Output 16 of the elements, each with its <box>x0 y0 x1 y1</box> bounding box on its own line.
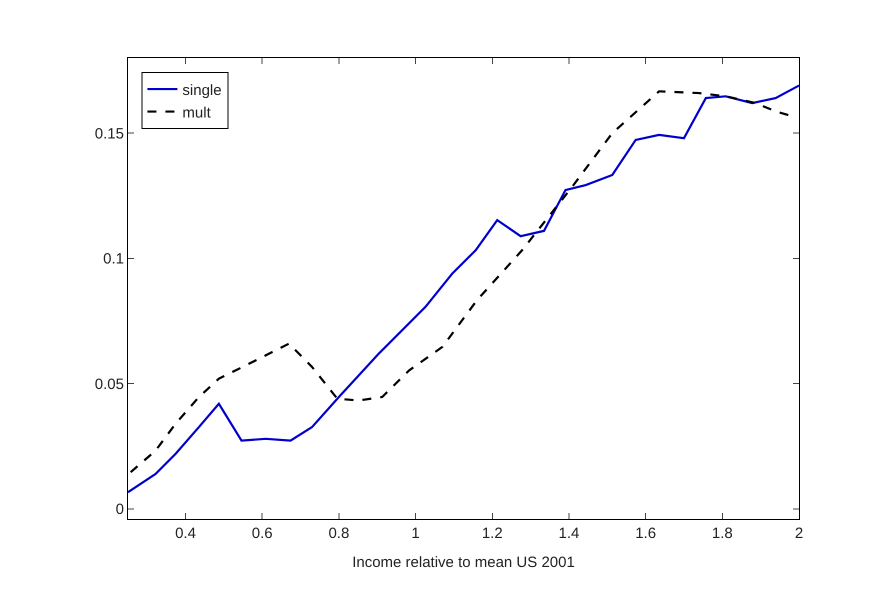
y-tick-label: 0.05 <box>94 376 124 393</box>
x-tick-label: 1 <box>411 525 420 542</box>
x-tick-label: 1.4 <box>558 525 580 542</box>
x-tick-label: 1.2 <box>482 525 503 542</box>
x-axis-title: Income relative to mean US 2001 <box>352 554 575 571</box>
x-tick-label: 0.4 <box>175 525 196 542</box>
x-tick-label: 1.6 <box>635 525 656 542</box>
x-tick-label: 1.8 <box>712 525 733 542</box>
x-tick-label: 2 <box>794 525 804 542</box>
y-tick-label: 0.1 <box>103 250 124 268</box>
y-tick-label: 0 <box>116 501 124 518</box>
legend-label: single <box>182 82 222 99</box>
x-tick-label: 0.8 <box>328 525 350 542</box>
y-tick-label: 0.15 <box>94 125 124 142</box>
legend-label: mult <box>182 104 212 122</box>
x-tick-label: 0.6 <box>252 525 273 542</box>
